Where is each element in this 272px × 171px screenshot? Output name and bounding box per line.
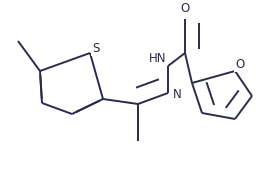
Text: O: O (235, 57, 245, 70)
Text: S: S (92, 42, 100, 55)
Text: N: N (173, 89, 182, 102)
Text: O: O (180, 3, 190, 16)
Text: HN: HN (149, 51, 166, 64)
